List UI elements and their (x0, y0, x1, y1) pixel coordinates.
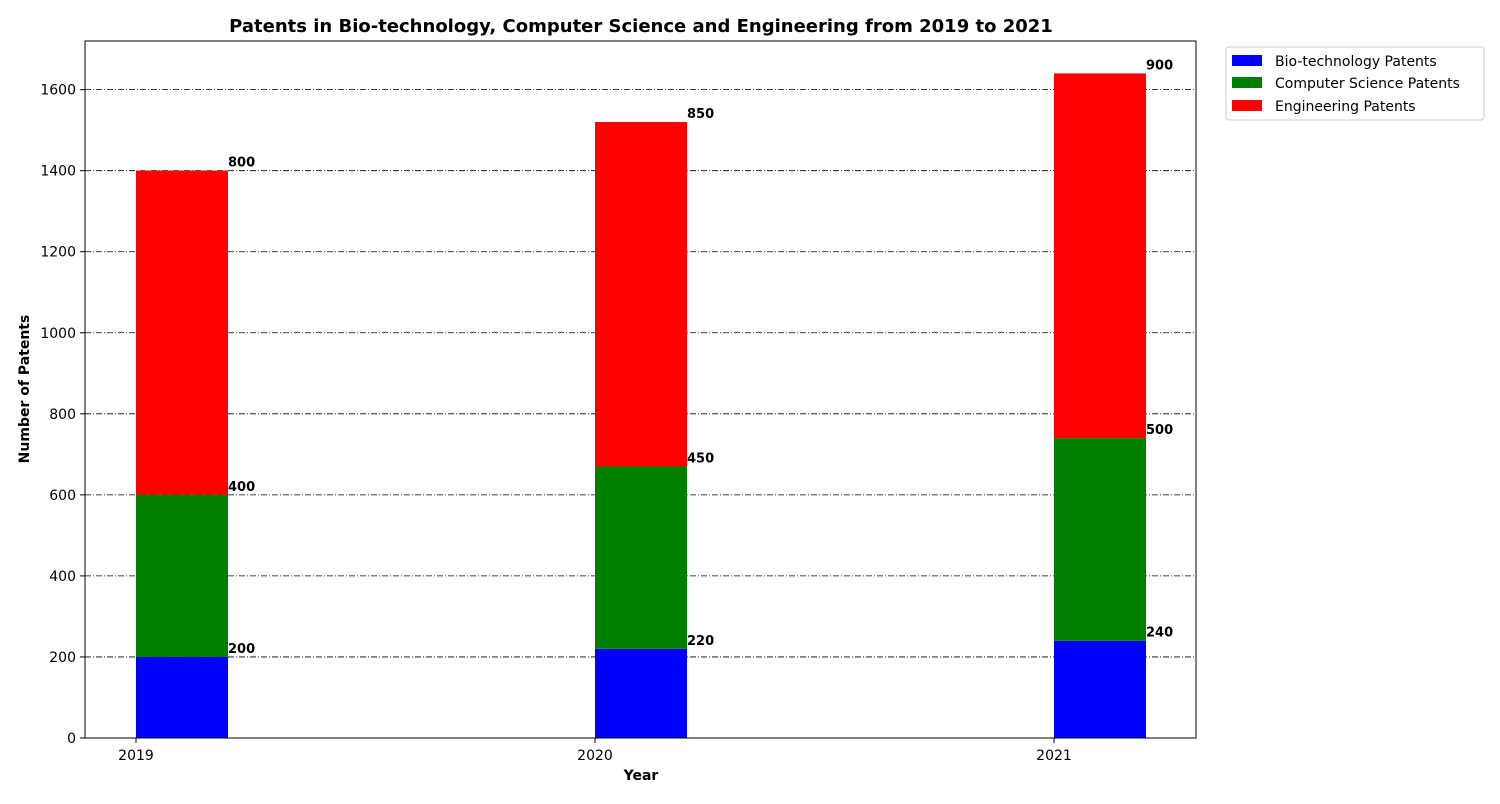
y-tick-label: 1400 (40, 164, 76, 180)
x-tick-label: 2021 (1036, 748, 1072, 764)
y-tick-label: 600 (49, 488, 76, 504)
x-tick-label: 2019 (118, 748, 154, 764)
x-tick-label: 2020 (577, 748, 613, 764)
y-tick-label: 400 (49, 569, 76, 585)
y-tick-label: 0 (67, 731, 76, 747)
legend-swatch-computer-science (1232, 77, 1262, 88)
bar-engineering-patents-2020 (595, 122, 687, 467)
bar-bio-technology-patents-2021 (1054, 640, 1146, 738)
legend-frame (1225, 46, 1485, 121)
data-label: 850 (687, 107, 714, 122)
legend-label-computer-science: Computer Science Patents (1275, 76, 1460, 92)
legend-label-engineering: Engineering Patents (1275, 99, 1416, 115)
bar-bio-technology-patents-2019 (136, 656, 228, 738)
data-label: 220 (687, 634, 714, 649)
bars (136, 73, 1146, 738)
bar-computer-science-patents-2021 (1054, 438, 1146, 641)
y-tick-label: 1000 (40, 326, 76, 342)
bar-engineering-patents-2019 (136, 170, 228, 495)
y-tick-label: 1200 (40, 245, 76, 261)
data-labels: 200 400 800 220 450 850 240 500 900 (228, 58, 1173, 657)
x-ticks: 2019 2020 2021 (118, 738, 1072, 764)
y-tick-label: 800 (49, 407, 76, 423)
bar-engineering-patents-2021 (1054, 73, 1146, 439)
y-ticks: 0 200 400 600 800 1000 1200 1400 1600 (40, 83, 85, 747)
bar-bio-technology-patents-2020 (595, 648, 687, 738)
legend: Bio-technology Patents Computer Science … (1225, 46, 1485, 121)
data-label: 200 (228, 642, 255, 657)
bar-computer-science-patents-2019 (136, 494, 228, 657)
y-axis-label: Number of Patents (17, 315, 33, 464)
legend-swatch-engineering (1232, 100, 1262, 111)
y-tick-label: 1600 (40, 83, 76, 99)
plot-frame (84, 40, 1197, 739)
data-label: 240 (1146, 626, 1173, 641)
data-label: 450 (687, 451, 714, 466)
bar-computer-science-patents-2020 (595, 466, 687, 649)
x-axis-label: Year (623, 768, 659, 784)
legend-label-bio-technology: Bio-technology Patents (1275, 54, 1437, 70)
legend-swatch-bio-technology (1232, 55, 1262, 66)
data-label: 400 (228, 480, 255, 495)
data-label: 900 (1146, 58, 1173, 73)
chart-title: Patents in Bio-technology, Computer Scie… (229, 16, 1053, 37)
data-label: 500 (1146, 423, 1173, 438)
data-label: 800 (228, 156, 255, 171)
y-tick-label: 200 (49, 650, 76, 666)
